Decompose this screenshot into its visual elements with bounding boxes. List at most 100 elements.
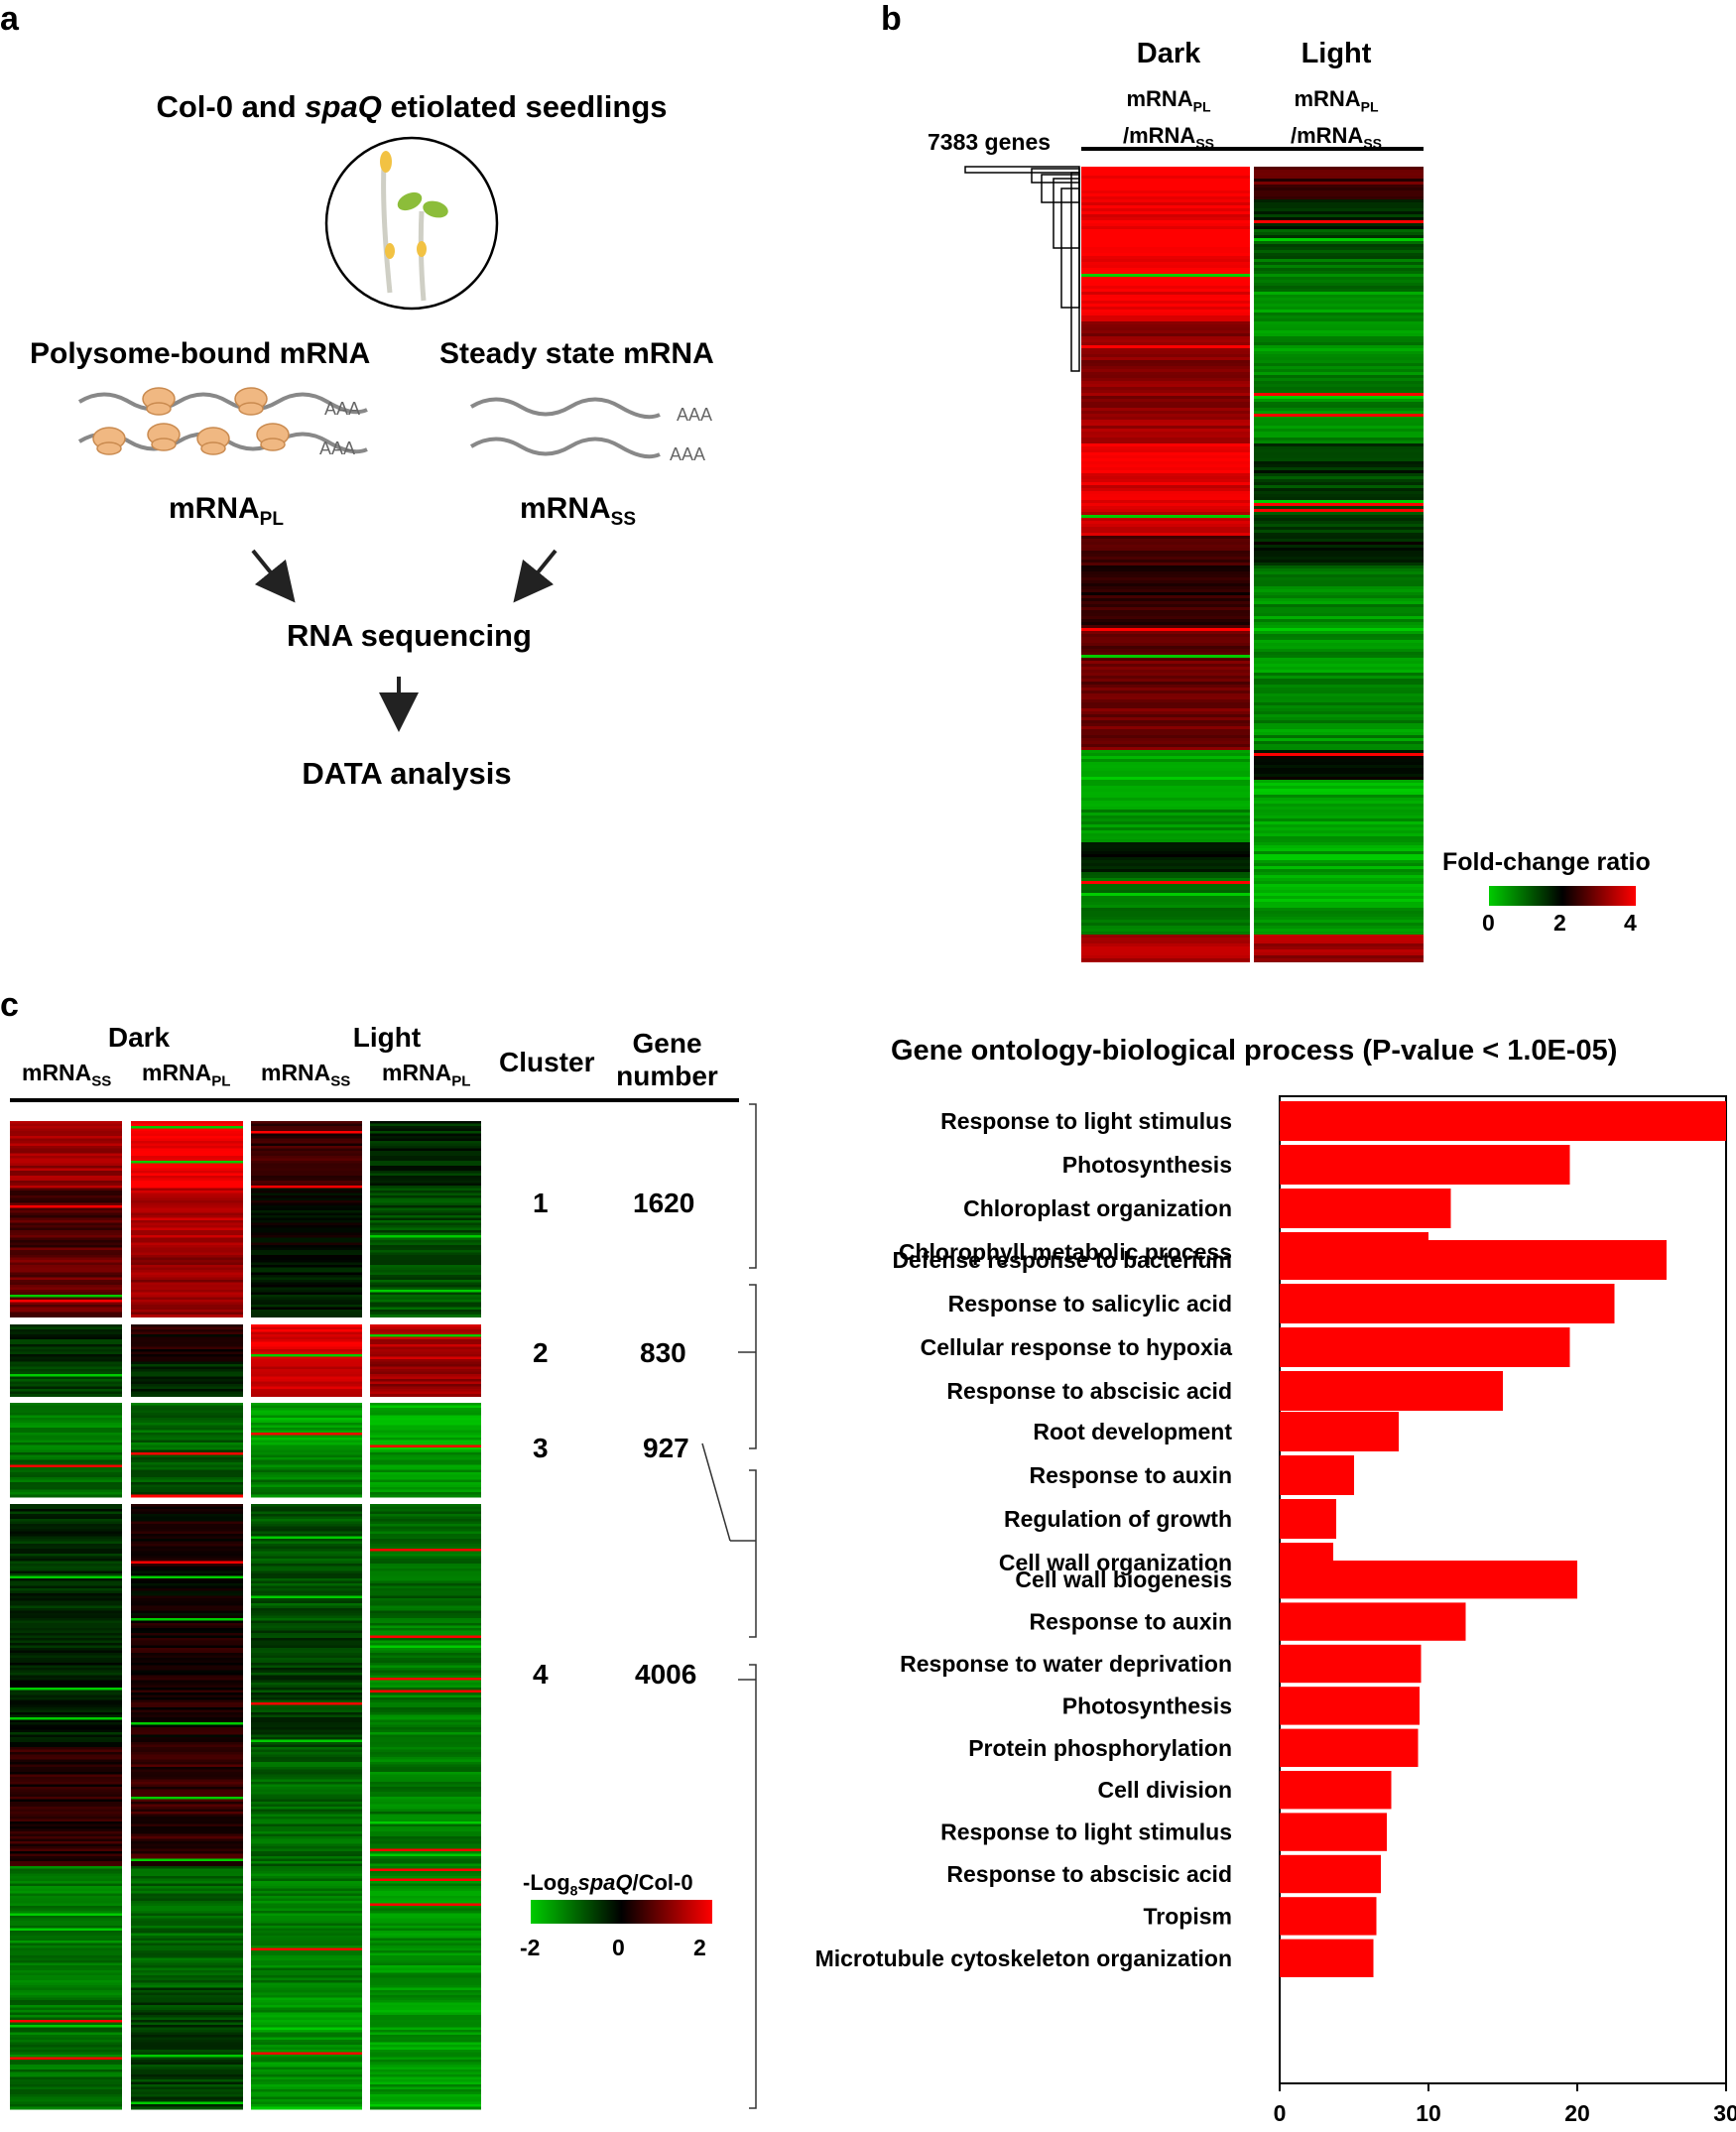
heatmap-row	[131, 1326, 243, 1330]
heatmap-row	[1254, 277, 1424, 281]
heatmap-row	[131, 1655, 243, 1659]
heatmap-row	[251, 1598, 362, 1601]
heatmap-row	[370, 1376, 481, 1380]
heatmap-row	[10, 1467, 122, 1470]
heatmap-row	[10, 1474, 122, 1478]
heatmap-row	[10, 1722, 122, 1725]
bar	[1280, 1813, 1387, 1851]
heatmap-row	[251, 1561, 362, 1565]
heatmap-row	[251, 2030, 362, 2033]
heatmap-row	[370, 1275, 481, 1278]
heatmap-row	[251, 1911, 362, 1914]
heatmap-row	[251, 1146, 362, 1149]
heatmap-row	[370, 1826, 481, 1829]
heatmap-row	[370, 1938, 481, 1942]
heatmap-row	[131, 1181, 243, 1184]
heatmap-row	[370, 1957, 481, 1961]
heatmap-row	[370, 1690, 481, 1693]
heatmap-row	[1254, 810, 1424, 814]
cotyledon-right	[423, 200, 448, 218]
heatmap-row	[251, 1217, 362, 1221]
heatmap-row	[370, 1418, 481, 1421]
heatmap-row	[131, 1526, 243, 1530]
heatmap-row	[131, 1995, 243, 1998]
heatmap-row	[1254, 557, 1424, 561]
heatmap-row	[370, 1982, 481, 1986]
heatmap-row	[370, 1331, 481, 1335]
heatmap-row	[251, 2091, 362, 2095]
bar	[1280, 1687, 1420, 1725]
heatmap-row	[131, 1310, 243, 1313]
bar	[1280, 1897, 1377, 1936]
heatmap-row	[1254, 821, 1424, 825]
bar	[1280, 1602, 1466, 1641]
heatmap-row	[1081, 452, 1250, 456]
heatmap-row	[10, 2069, 122, 2072]
heatmap-row	[251, 1838, 362, 1842]
heatmap-row	[251, 1312, 362, 1316]
heatmap-row	[251, 2017, 362, 2021]
heatmap-row	[10, 1232, 122, 1236]
heatmap-row	[131, 1225, 243, 1228]
heatmap-row	[1081, 268, 1250, 272]
heatmap-row	[10, 1833, 122, 1837]
heatmap-row	[131, 1792, 243, 1795]
heatmap-row	[1254, 551, 1424, 555]
heatmap-row	[131, 1430, 243, 1434]
heatmap-row	[10, 1856, 122, 1859]
heatmap-row	[1254, 705, 1424, 709]
heatmap-row	[1081, 423, 1250, 427]
heatmap-row	[251, 2050, 362, 2053]
bar-label: Cell wall organization	[999, 1550, 1232, 1575]
heatmap-row	[131, 1638, 243, 1641]
heatmap-row	[251, 1995, 362, 1998]
heatmap-row	[131, 1163, 243, 1167]
heatmap-row	[251, 2081, 362, 2085]
heatmap-row	[370, 1926, 481, 1929]
heatmap-row	[131, 1608, 243, 1611]
heatmap-row	[1081, 732, 1250, 736]
heatmap-row	[251, 2067, 362, 2070]
heatmap-row	[131, 1188, 243, 1191]
heatmap-row	[251, 1123, 362, 1127]
heatmap-row	[10, 1371, 122, 1375]
heatmap-row	[370, 1638, 481, 1641]
heatmap-row	[370, 1933, 481, 1937]
heatmap-row	[131, 1255, 243, 1258]
heatmap-row	[370, 1292, 481, 1296]
heatmap-row	[251, 2047, 362, 2051]
heatmap-row	[370, 1947, 481, 1951]
heatmap-row	[251, 1487, 362, 1490]
heatmap-row	[131, 1702, 243, 1705]
heatmap-row	[370, 2104, 481, 2107]
panel-letter-a: a	[0, 0, 19, 38]
heatmap-row	[1081, 673, 1250, 677]
heatmap-row	[131, 1292, 243, 1296]
heatmap-row	[370, 1477, 481, 1480]
heatmap-row	[10, 1926, 122, 1929]
polysome-label: Polysome-bound mRNA	[30, 337, 371, 370]
heatmap-row	[1081, 821, 1250, 825]
heatmap-row	[251, 1156, 362, 1159]
heatmap-row	[251, 1972, 362, 1976]
step-analysis: DATA analysis	[302, 756, 512, 791]
heatmap-row	[10, 1440, 122, 1443]
heatmap-row	[370, 1580, 481, 1584]
heatmap-row	[370, 1955, 481, 1958]
heatmap-row	[131, 1685, 243, 1689]
heatmap-row	[1254, 199, 1424, 203]
heatmap-row	[10, 1714, 122, 1718]
heatmap-row	[370, 1913, 481, 1917]
heatmap-row	[131, 1797, 243, 1800]
heatmap-row	[1081, 619, 1250, 623]
seedling-1-stem	[381, 163, 393, 294]
heatmap-row	[251, 1643, 362, 1646]
heatmap-row	[10, 1205, 122, 1208]
heatmap-row	[10, 1559, 122, 1562]
heatmap-row	[10, 2050, 122, 2053]
bar	[1280, 1240, 1667, 1280]
heatmap-row	[251, 1265, 362, 1268]
heatmap-row	[131, 1195, 243, 1198]
heatmap-row	[251, 2089, 362, 2092]
heatmap-row	[1081, 961, 1250, 962]
